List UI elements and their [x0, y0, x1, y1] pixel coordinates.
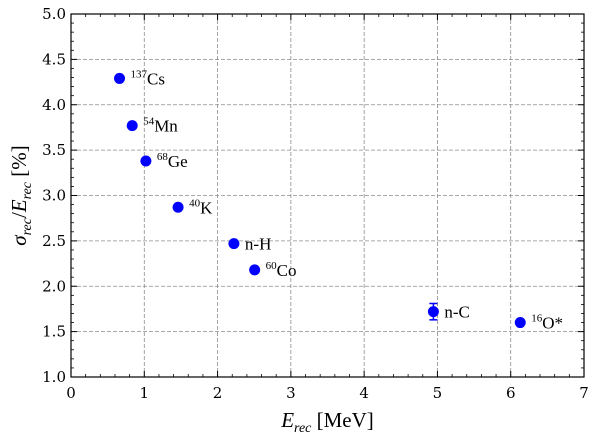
point-label: 137Cs [131, 68, 165, 88]
point-label: 54Mn [143, 116, 178, 136]
point-label: n-H [245, 235, 271, 254]
plot-frame [70, 13, 585, 378]
x-tick-label: 2 [213, 384, 223, 402]
data-point [427, 306, 439, 318]
x-tick-label: 0 [66, 384, 76, 402]
x-axis-title: Erec [MeV] [280, 408, 374, 436]
x-tick-label: 6 [506, 384, 516, 402]
data-point [172, 201, 184, 213]
data-point [126, 120, 138, 132]
point-label: n-C [444, 303, 470, 322]
x-tick-label: 4 [359, 384, 369, 402]
y-tick-label: 5.0 [42, 5, 66, 23]
axis-ticks: 0 1 2 3 4 5 6 7 1.0 1.5 2.0 2.5 3.0 3.5 4.0 4.5 5.0 [42, 5, 589, 402]
y-tick-label: 4.5 [42, 50, 66, 68]
y-tick-label: 1.5 [42, 323, 66, 341]
data-point [228, 238, 240, 250]
x-tick-label: 5 [433, 384, 443, 402]
data-points: 137Cs 54Mn 68Ge 40K n-H 60Co n-C 16O* [114, 68, 563, 333]
grid-lines [71, 14, 584, 377]
x-tick-label: 1 [140, 384, 150, 402]
y-axis-title: σrec/Erec [%] [7, 145, 35, 245]
point-label: 40K [189, 197, 213, 217]
x-tick-label: 3 [286, 384, 296, 402]
y-tick-label: 2.5 [42, 232, 66, 250]
x-tick-label: 7 [579, 384, 589, 402]
data-point [249, 264, 261, 276]
y-tick-label: 4.0 [42, 96, 66, 114]
y-tick-label: 1.0 [42, 368, 66, 386]
data-point [514, 317, 526, 329]
y-tick-label: 2.0 [42, 277, 66, 295]
data-point [140, 155, 152, 167]
y-tick-label: 3.0 [42, 187, 66, 205]
point-label: 16O* [531, 313, 563, 333]
y-tick-label: 3.5 [42, 141, 66, 159]
data-point [114, 72, 126, 84]
point-label: 60Co [266, 260, 297, 280]
point-label: 68Ge [157, 151, 188, 171]
